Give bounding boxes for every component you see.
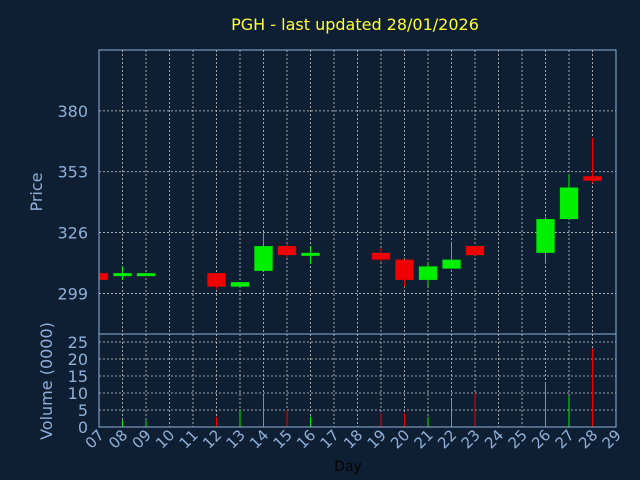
volume-axis-label: Volume (0000) [37, 322, 56, 440]
x-tick-label: 20 [387, 426, 413, 452]
x-tick-label: 27 [552, 426, 578, 452]
x-tick-label: 17 [317, 426, 343, 452]
price-tick-label: 326 [57, 224, 88, 243]
x-tick-label: 28 [575, 426, 601, 452]
x-tick-label: 23 [458, 426, 484, 452]
x-tick-label: 19 [364, 426, 390, 452]
volume-tick-label: 5 [78, 401, 88, 420]
candle-body [418, 266, 438, 280]
x-axis: 0708091011121314151617181920212223242526… [82, 426, 625, 452]
price-tick-label: 353 [57, 163, 88, 182]
price-panel: 299 326 353 380 [57, 49, 617, 335]
volume-panel-border [98, 333, 617, 428]
price-axis-label: Price [27, 172, 46, 211]
candle-body [442, 259, 461, 269]
candle-body [371, 252, 391, 260]
candle-body [230, 282, 250, 287]
candle-body [277, 246, 297, 256]
x-tick-label: 11 [176, 426, 202, 452]
x-tick-label: 18 [340, 426, 366, 452]
candle-body [465, 246, 485, 256]
candle-body [136, 273, 156, 277]
x-axis-label: Day [334, 459, 362, 475]
x-tick-label: 13 [223, 426, 249, 452]
price-tick-label: 299 [57, 284, 88, 303]
candle-body [254, 246, 273, 271]
x-tick-label: 26 [528, 426, 554, 452]
volume-tick-label: 15 [68, 367, 88, 386]
x-tick-label: 08 [105, 426, 131, 452]
volume-tick-label: 20 [68, 350, 88, 369]
x-tick-label: 25 [505, 426, 531, 452]
x-tick-label: 24 [481, 426, 507, 452]
candle-body [113, 273, 132, 277]
candle-body [536, 219, 555, 253]
x-tick-label: 29 [599, 426, 625, 452]
x-tick-label: 21 [411, 426, 437, 452]
x-tick-label: 12 [199, 426, 225, 452]
x-tick-label: 16 [293, 426, 319, 452]
x-tick-label: 09 [129, 426, 155, 452]
x-tick-label: 10 [152, 426, 178, 452]
candle-body [207, 273, 226, 287]
x-tick-label: 22 [434, 426, 460, 452]
volume-tick-label: 25 [68, 333, 88, 352]
candle-body [559, 187, 579, 220]
x-tick-label: 15 [270, 426, 296, 452]
x-tick-label: 14 [246, 426, 272, 452]
candle-body [583, 176, 602, 181]
candle-body [301, 252, 320, 256]
price-tick-label: 380 [57, 102, 88, 121]
candle-body [99, 273, 109, 280]
volume-tick-label: 0 [78, 418, 88, 437]
volume-tick-label: 10 [68, 384, 88, 403]
chart-title: PGH - last updated 28/01/2026 [231, 15, 479, 34]
candle-body [395, 259, 414, 280]
